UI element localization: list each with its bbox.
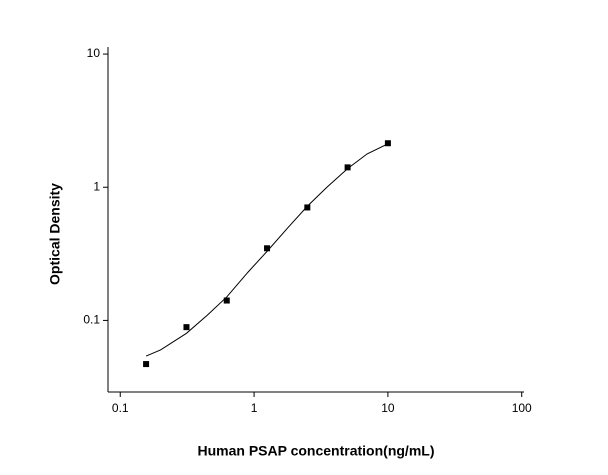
data-point	[384, 140, 391, 147]
data-point	[264, 245, 271, 252]
x-tick-label: 10	[381, 401, 395, 415]
y-tick-label: 1	[93, 179, 100, 193]
data-point	[304, 204, 311, 211]
data-point	[344, 164, 351, 171]
x-tick-label: 1	[251, 401, 258, 415]
data-point	[223, 297, 230, 304]
y-tick-label: 0.1	[83, 313, 100, 327]
x-tick-label: 100	[512, 401, 532, 415]
data-point	[143, 361, 150, 368]
x-axis-label: Human PSAP concentration(ng/mL)	[198, 443, 435, 459]
data-point	[183, 324, 190, 331]
x-tick-label: 0.1	[112, 401, 129, 415]
y-axis-label: Optical Density	[47, 183, 63, 285]
y-tick-label: 10	[87, 46, 101, 60]
